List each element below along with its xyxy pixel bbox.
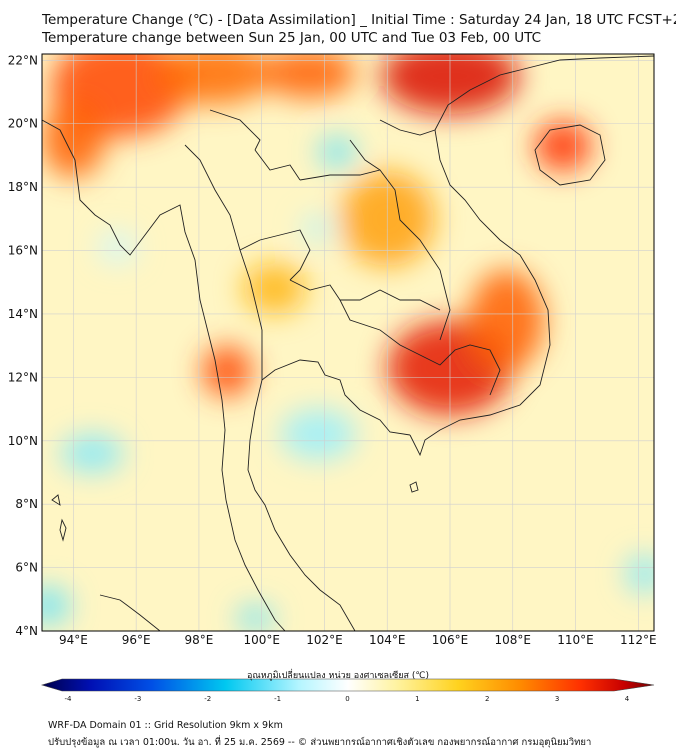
colorbar-tick-label: -4: [65, 695, 73, 703]
temperature-blob-2: [261, 54, 356, 99]
colorbar-tick-label: 4: [625, 695, 630, 703]
lon-tick-label: 98°E: [184, 633, 213, 647]
lon-tick-label: 108°E: [495, 633, 532, 647]
coastlines-borders: [42, 55, 654, 631]
temperature-blob-14: [60, 434, 124, 473]
lon-tick-label: 102°E: [306, 633, 343, 647]
colorbar-tick-label: 2: [485, 695, 489, 703]
temperature-blob-15: [280, 409, 356, 460]
map-subtitle: Temperature change between Sun 25 Jan, 0…: [42, 30, 542, 46]
lon-tick-label: 96°E: [122, 633, 151, 647]
lon-tick-label: 104°E: [369, 633, 406, 647]
lat-tick-label: 14°N: [8, 307, 38, 321]
colorbar-tick-label: 0: [345, 695, 349, 703]
lat-tick-label: 22°N: [8, 53, 38, 67]
colorbar-tick-label: 3: [555, 695, 559, 703]
temperature-blob-1: [158, 54, 272, 105]
temperature-blob-16: [42, 586, 71, 625]
temperature-blob-8: [242, 263, 306, 314]
colorbar-tick-label: -1: [274, 695, 281, 703]
temperature-blob-13: [98, 231, 137, 264]
temperature-blob-18: [625, 554, 654, 593]
lon-tick-label: 110°E: [557, 633, 594, 647]
lat-tick-label: 8°N: [15, 497, 38, 511]
temperature-field: [42, 54, 654, 631]
longitude-axis: 94°E 96°E 98°E 100°E 102°E 104°E 106°E 108°E 110…: [59, 633, 657, 647]
colorbar-tick-label: 1: [415, 695, 419, 703]
lat-tick-label: 20°N: [8, 117, 38, 131]
temperature-blob-17: [236, 605, 275, 631]
lat-tick-label: 12°N: [8, 370, 38, 384]
lat-tick-label: 18°N: [8, 180, 38, 194]
model-info: WRF-DA Domain 01 :: Grid Resolution 9km …: [48, 720, 283, 731]
lon-tick-label: 100°E: [243, 633, 280, 647]
update-credit: ปรับปรุงข้อมูล ณ เวลา 01:00น. วัน อา. ที…: [48, 737, 592, 748]
colorbar-ticks: -4 -3 -2 -1 0 1 2 3 4: [65, 695, 630, 703]
temperature-blob-7: [202, 345, 253, 397]
lat-tick-label: 16°N: [8, 244, 38, 258]
temperature-blob-6: [468, 269, 545, 372]
colorbar-tick-label: -3: [134, 695, 141, 703]
lon-tick-label: 106°E: [432, 633, 469, 647]
lon-tick-label: 94°E: [59, 633, 88, 647]
lat-tick-label: 6°N: [15, 561, 38, 575]
colorbar-title: อุณหภูมิเปลี่ยนแปลง หน่วย องศาเซลเซียส (…: [246, 671, 430, 681]
map-title: Temperature Change (℃) - [Data Assimilat…: [42, 12, 676, 28]
lat-tick-label: 10°N: [8, 434, 38, 448]
lat-tick-label: 4°N: [15, 624, 38, 638]
plot-frame: [41, 53, 655, 632]
temperature-blob-12: [302, 215, 334, 242]
colorbar-tick-label: -2: [204, 695, 211, 703]
colorbar: [40, 678, 655, 692]
lon-tick-label: 112°E: [620, 633, 657, 647]
latitude-axis: 22°N 20°N 18°N 16°N 14°N 12°N 10°N 8°N 6°N 4°N: [8, 53, 38, 638]
temperature-blob-4: [534, 120, 592, 172]
temperature-blob-11: [318, 136, 356, 169]
graticule: [42, 54, 654, 631]
